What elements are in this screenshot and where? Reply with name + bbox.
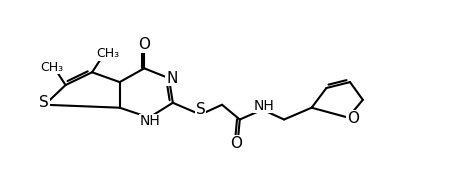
Text: N: N: [166, 71, 178, 86]
Text: NH: NH: [254, 99, 275, 113]
Text: O: O: [347, 111, 359, 126]
Text: O: O: [230, 136, 242, 151]
Text: CH₃: CH₃: [96, 47, 119, 60]
Text: CH₃: CH₃: [40, 61, 63, 74]
Text: NH: NH: [140, 114, 161, 129]
Text: S: S: [39, 95, 49, 110]
Text: O: O: [138, 37, 150, 52]
Text: S: S: [195, 102, 205, 117]
